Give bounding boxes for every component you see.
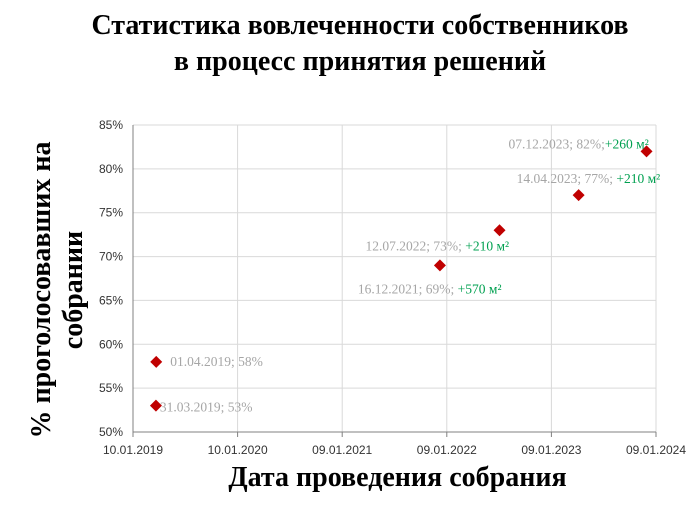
data-label-area: +210 м²	[465, 238, 509, 253]
data-label-text: 01.04.2019; 58%	[170, 354, 263, 369]
data-point	[572, 189, 585, 202]
y-tick-label: 80%	[99, 162, 123, 176]
x-tick-label: 10.01.2019	[103, 443, 163, 457]
x-tick-label: 09.01.2021	[312, 443, 372, 457]
data-point	[493, 224, 506, 237]
x-axis-label: Дата проведения собрания	[228, 462, 567, 493]
y-tick-label: 85%	[99, 118, 123, 132]
data-label-text: 31.03.2019; 53%	[160, 400, 253, 415]
tick-labels: 50% 55% 60% 65% 70% 75% 80% 85% 10.01.2019 10.01.…	[99, 118, 686, 457]
data-label-area: +210 м²	[616, 171, 660, 186]
x-tick-label: 09.01.2023	[521, 443, 581, 457]
y-tick-label: 70%	[99, 250, 123, 264]
y-tick-label: 60%	[99, 337, 123, 351]
data-label: 07.12.2023; 82%;+260 м²	[509, 136, 649, 151]
y-tick-label: 75%	[99, 206, 123, 220]
data-label-area: +570 м²	[458, 281, 502, 296]
data-label-area: +260 м²	[605, 136, 649, 151]
x-tick-label: 10.01.2020	[208, 443, 268, 457]
y-tick-label: 55%	[99, 381, 123, 395]
data-label-text: 07.12.2023; 82%;	[509, 136, 605, 151]
data-label: 01.04.2019; 58%	[170, 354, 263, 369]
y-tick-label: 50%	[99, 425, 123, 439]
data-label: 31.03.2019; 53%	[160, 400, 253, 415]
data-label: 16.12.2021; 69%; +570 м²	[358, 281, 502, 296]
data-point	[149, 399, 162, 412]
data-point	[640, 145, 653, 158]
x-tick-label: 09.01.2022	[417, 443, 477, 457]
y-tick-label: 65%	[99, 293, 123, 307]
x-tick-label: 09.01.2024	[626, 443, 686, 457]
data-point	[150, 355, 163, 368]
data-label-text: 12.07.2022; 73%;	[366, 238, 466, 253]
data-label: 14.04.2023; 77%; +210 м²	[517, 171, 661, 186]
data-point	[433, 259, 446, 272]
chart-title: Статистика вовлеченности собственников в…	[91, 10, 629, 77]
data-labels: 31.03.2019; 53% 01.04.2019; 58% 16.12.2021…	[160, 136, 660, 414]
data-label-text: 16.12.2021; 69%;	[358, 281, 458, 296]
grid	[133, 124, 657, 432]
data-label: 12.07.2022; 73%; +210 м²	[366, 238, 510, 253]
data-points	[149, 145, 653, 412]
data-label-text: 14.04.2023; 77%;	[517, 171, 617, 186]
axes	[132, 125, 657, 437]
